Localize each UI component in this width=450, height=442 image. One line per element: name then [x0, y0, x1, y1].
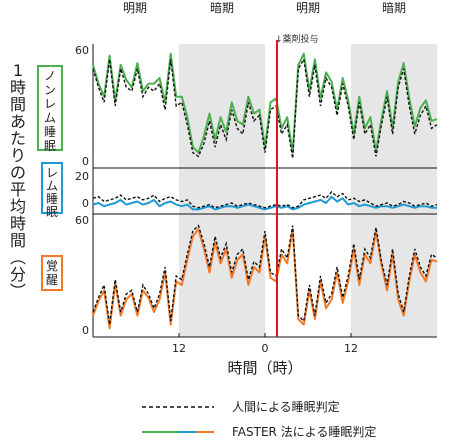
phase-label-dark-2: 暗期	[382, 0, 406, 15]
legend-faster-label: FASTER 法による睡眠判定	[232, 424, 376, 439]
legend: 人間による睡眠判定 FASTER 法による睡眠判定	[142, 399, 376, 439]
y-title-char-13: ︶	[10, 282, 26, 301]
panel-tag-nonrem: ノンレム睡眠	[37, 65, 63, 153]
y-tick-p2-1: 0	[82, 324, 89, 337]
y-title-char-5: り	[10, 146, 26, 165]
y-title-char-7: 平	[10, 180, 26, 199]
y-tick-p0-0: 60	[75, 44, 89, 57]
series-human-wake	[92, 224, 438, 325]
x-tick-0: 0	[262, 342, 269, 355]
phase-label-light-1: 明期	[123, 1, 147, 15]
panel-tag-rem: レム睡眠	[41, 162, 63, 219]
y-title-char-4: た	[10, 129, 26, 148]
phase-label-dark-1: 暗期	[210, 0, 234, 15]
x-axis-title: 時間（時）	[227, 359, 302, 377]
tick-labels: 60 0 20 0 60 0	[75, 44, 89, 337]
y-title-char-3: あ	[10, 112, 26, 131]
phase-label-light-2: 明期	[296, 1, 320, 15]
svg-text:覚醒: 覚醒	[46, 259, 58, 287]
series-human-rem	[92, 190, 438, 209]
x-tick-12-second: 12	[344, 342, 358, 355]
dark-phase-2	[351, 44, 437, 337]
svg-text:レム睡眠: レム睡眠	[46, 166, 58, 219]
dark-phase-shading	[179, 44, 437, 337]
dark-phase-1	[179, 44, 265, 337]
series-faster-wake	[92, 228, 438, 330]
legend-human-label: 人間による睡眠判定	[232, 399, 340, 414]
y-title-char-12: 分	[10, 265, 26, 284]
svg-text:ノンレム睡眠: ノンレム睡眠	[44, 69, 56, 153]
panel-tag-wake: 覚醒	[41, 255, 63, 291]
y-title-char-9: 時	[10, 214, 26, 233]
y-title-char-1: 時	[10, 78, 26, 97]
y-title-char-10: 間	[10, 231, 26, 250]
x-tick-12-first: 12	[172, 342, 186, 355]
series-lines	[92, 52, 438, 330]
series-human-nonrem	[92, 57, 438, 159]
y-tick-p1-1: 0	[82, 197, 89, 210]
y-tick-p1-0: 20	[75, 170, 89, 183]
drug-administration-label: ↓薬剤投与	[275, 33, 319, 45]
y-title-char-2: 間	[10, 95, 26, 114]
series-faster-nonrem	[92, 52, 438, 154]
y-title-char-0: 1	[13, 61, 23, 80]
series-faster-rem	[92, 195, 437, 211]
y-title-char-11: ︵	[10, 248, 26, 267]
axes	[92, 44, 437, 338]
y-tick-p0-1: 0	[82, 155, 89, 168]
y-tick-p2-0: 60	[75, 214, 89, 227]
y-title-char-6: の	[10, 163, 26, 182]
y-title-char-8: 均	[10, 197, 26, 216]
